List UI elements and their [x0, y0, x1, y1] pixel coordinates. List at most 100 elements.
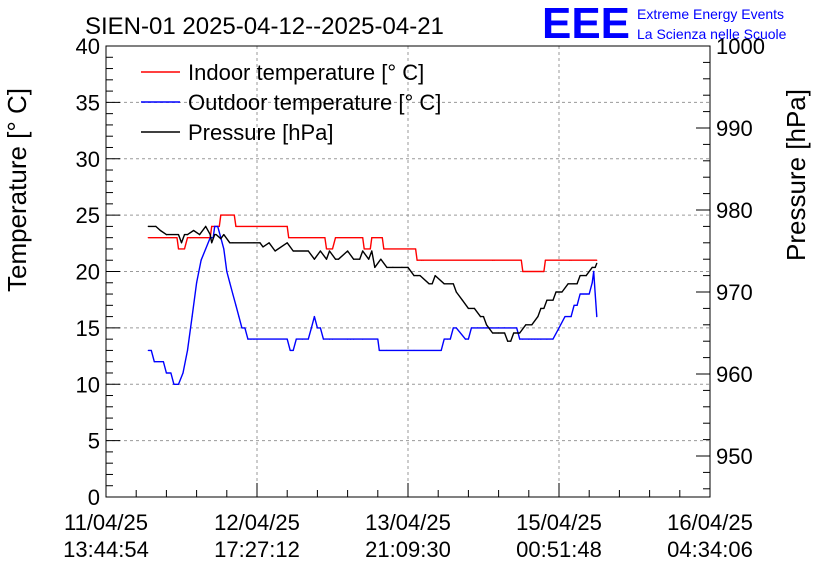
- data-point: [214, 234, 216, 236]
- data-point: [177, 234, 180, 236]
- data-point: [585, 275, 587, 277]
- data-point: [564, 316, 566, 318]
- y-tick-label: 5: [88, 429, 100, 454]
- y-tick-label: 15: [76, 316, 100, 341]
- data-point: [546, 338, 548, 340]
- eee-logo-line2: La Scienza nelle Scuole: [637, 26, 787, 42]
- data-point: [268, 242, 270, 244]
- data-point: [434, 275, 436, 277]
- data-point: [525, 324, 527, 326]
- data-point: [220, 238, 222, 240]
- x-tick-date: 15/04/25: [516, 510, 602, 535]
- data-point: [223, 234, 225, 236]
- data-point: [443, 338, 445, 340]
- eee-logo-mark: EEE: [542, 0, 630, 48]
- data-point: [235, 304, 237, 306]
- y2-tick-label: 970: [716, 280, 753, 305]
- data-point: [347, 250, 349, 252]
- data-point: [217, 225, 219, 227]
- data-point: [555, 291, 557, 293]
- data-point: [588, 293, 590, 295]
- data-point: [363, 248, 365, 250]
- data-point: [594, 293, 596, 295]
- data-point: [250, 338, 252, 340]
- data-point: [274, 250, 276, 252]
- y-tick-label: 10: [76, 372, 100, 397]
- data-point: [238, 316, 240, 318]
- pressure-line: [148, 225, 598, 342]
- data-point: [428, 283, 430, 285]
- data-point: [362, 237, 364, 239]
- data-point: [378, 349, 380, 352]
- data-point: [262, 246, 264, 248]
- data-point: [383, 248, 385, 250]
- data-point: [479, 316, 482, 318]
- data-point: [510, 340, 512, 342]
- y2-tick-label: 990: [716, 116, 753, 141]
- data-point: [233, 214, 235, 216]
- data-point: [464, 338, 466, 340]
- data-point: [544, 259, 547, 261]
- eee-logo: EEE Extreme Energy Events La Scienza nel…: [542, 0, 787, 48]
- data-point: [371, 250, 373, 252]
- data-point: [386, 266, 388, 268]
- data-point: [516, 327, 518, 329]
- data-point: [215, 234, 217, 236]
- data-point: [380, 258, 382, 260]
- data-point: [404, 349, 406, 352]
- data-point: [519, 338, 521, 340]
- data-point: [401, 349, 403, 352]
- data-point: [392, 266, 394, 268]
- data-point: [504, 327, 506, 329]
- data-point: [482, 316, 485, 318]
- data-point: [337, 258, 340, 260]
- data-point: [414, 248, 417, 250]
- data-point: [186, 349, 189, 352]
- data-point: [593, 270, 595, 273]
- data-point: [316, 327, 318, 329]
- data-point: [177, 248, 180, 250]
- data-point: [209, 234, 211, 236]
- data-point: [491, 259, 494, 261]
- data-point: [313, 316, 315, 318]
- data-point: [519, 332, 521, 334]
- data-point: [226, 270, 228, 273]
- data-series: [147, 214, 598, 385]
- y-tick-label: 40: [76, 34, 100, 59]
- data-point: [319, 327, 322, 329]
- y-tick-label: 0: [88, 485, 100, 510]
- data-point: [253, 338, 255, 340]
- data-point: [334, 237, 337, 239]
- data-point: [223, 248, 225, 250]
- data-point: [192, 229, 195, 232]
- data-point: [362, 338, 364, 340]
- data-point: [256, 338, 258, 340]
- data-point: [413, 275, 415, 277]
- data-point: [476, 327, 479, 329]
- data-point: [232, 242, 234, 244]
- data-point: [170, 372, 172, 374]
- data-point: [353, 258, 355, 260]
- data-point: [485, 324, 488, 326]
- data-point: [176, 237, 178, 239]
- data-point: [455, 291, 457, 293]
- data-point: [534, 338, 536, 340]
- data-point: [520, 259, 522, 261]
- data-point: [452, 327, 454, 329]
- data-point: [452, 283, 454, 285]
- data-point: [286, 225, 288, 227]
- data-point: [288, 237, 290, 239]
- data-point: [443, 283, 445, 285]
- data-point: [585, 293, 587, 295]
- data-point: [573, 283, 575, 285]
- data-point: [591, 266, 593, 268]
- data-point: [253, 242, 255, 244]
- data-point: [165, 372, 167, 374]
- data-point: [153, 361, 155, 363]
- y2-tick-label: 950: [716, 444, 753, 469]
- data-point: [350, 338, 352, 340]
- eee-logo-line1: Extreme Energy Events: [637, 6, 784, 22]
- data-point: [522, 270, 524, 273]
- legend-label: Indoor temperature [° C]: [188, 60, 424, 85]
- data-point: [289, 349, 291, 352]
